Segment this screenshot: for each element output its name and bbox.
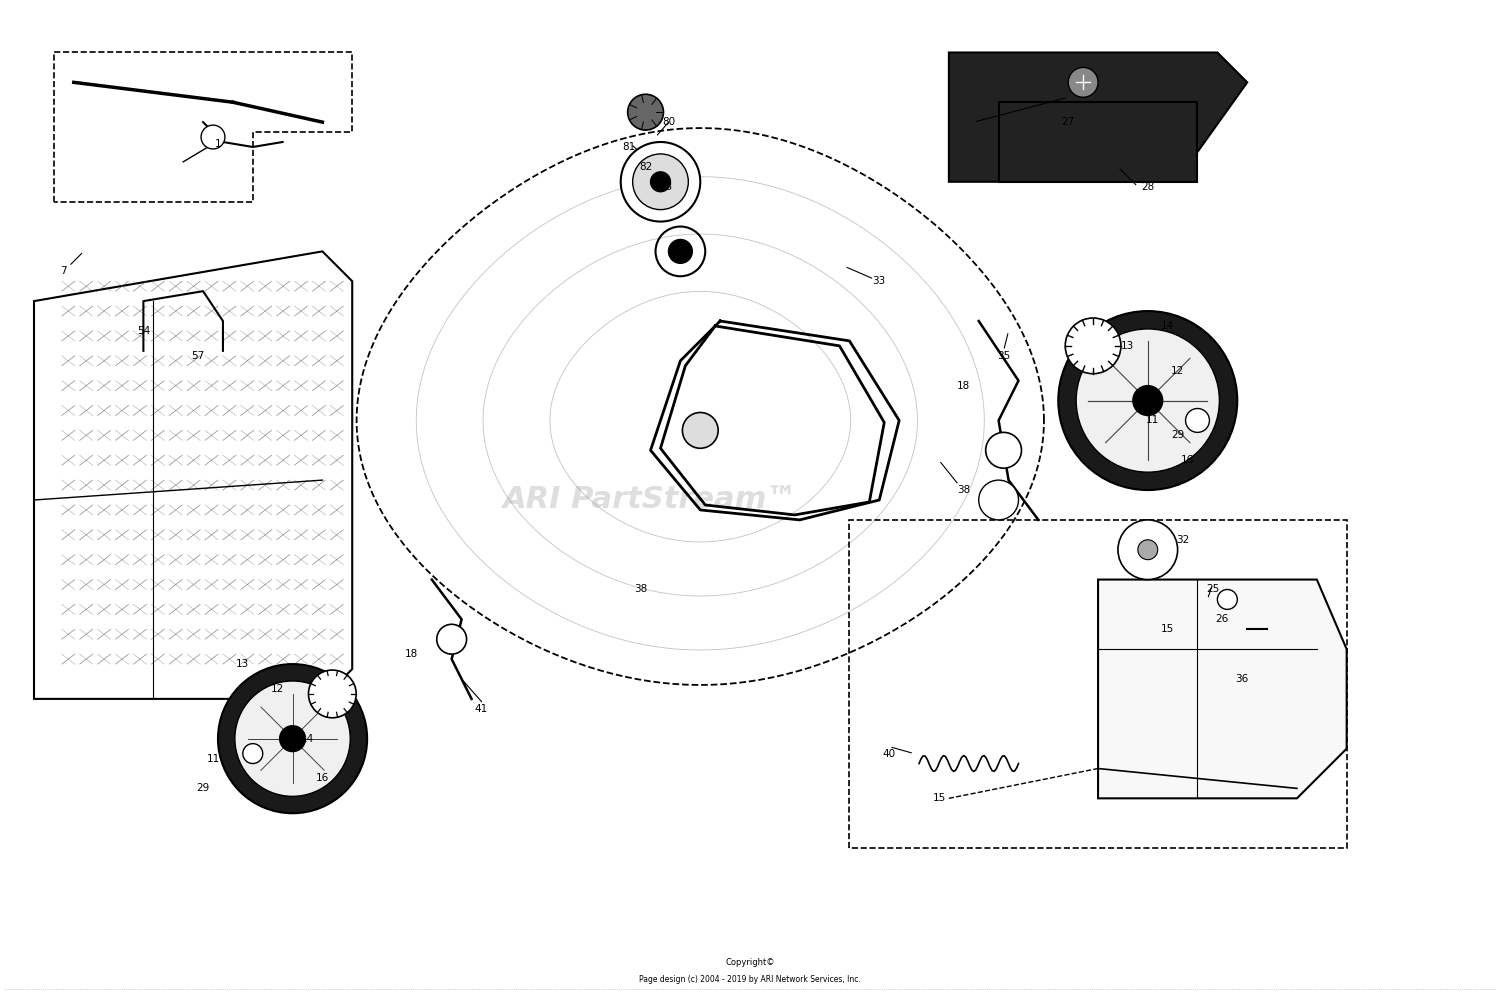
Text: 57: 57 — [192, 351, 204, 361]
Text: 25: 25 — [1206, 584, 1219, 594]
Circle shape — [1118, 520, 1178, 580]
Circle shape — [1218, 589, 1237, 609]
Text: 27: 27 — [1062, 117, 1076, 127]
Text: 12: 12 — [1172, 366, 1184, 376]
Text: 40: 40 — [882, 749, 896, 759]
Circle shape — [1076, 329, 1220, 472]
Text: 15: 15 — [1161, 624, 1174, 634]
Text: 11: 11 — [1146, 415, 1160, 425]
Text: 16: 16 — [316, 773, 328, 783]
Circle shape — [651, 172, 670, 192]
Text: 14: 14 — [302, 734, 313, 744]
Circle shape — [309, 670, 356, 718]
Circle shape — [1065, 318, 1120, 374]
Text: 36: 36 — [1236, 674, 1250, 684]
Circle shape — [986, 432, 1022, 468]
Circle shape — [217, 664, 368, 813]
Polygon shape — [1098, 580, 1347, 798]
Text: 26: 26 — [1215, 614, 1228, 624]
Text: 18: 18 — [405, 649, 418, 659]
Circle shape — [1138, 540, 1158, 560]
Text: 82: 82 — [639, 162, 652, 172]
Polygon shape — [950, 52, 1246, 182]
Text: 15: 15 — [933, 793, 945, 803]
Polygon shape — [999, 102, 1197, 182]
Circle shape — [1185, 409, 1209, 432]
Circle shape — [243, 744, 262, 764]
Text: 81: 81 — [622, 142, 636, 152]
Polygon shape — [34, 251, 352, 699]
Text: 28: 28 — [1142, 182, 1155, 192]
Text: 32: 32 — [1176, 535, 1190, 545]
Text: Page design (c) 2004 - 2019 by ARI Network Services, Inc.: Page design (c) 2004 - 2019 by ARI Netwo… — [639, 975, 861, 984]
Circle shape — [669, 239, 693, 263]
Text: 16: 16 — [1180, 455, 1194, 465]
Text: ARI PartStream™: ARI PartStream™ — [503, 486, 798, 514]
Text: 7: 7 — [60, 266, 68, 276]
Text: 41: 41 — [476, 704, 488, 714]
Text: 14: 14 — [1161, 321, 1174, 331]
Text: 29: 29 — [196, 783, 210, 793]
Circle shape — [627, 94, 663, 130]
Text: 18: 18 — [957, 381, 970, 391]
Circle shape — [633, 154, 688, 210]
Circle shape — [1068, 67, 1098, 97]
Circle shape — [436, 624, 466, 654]
Text: 11: 11 — [207, 754, 219, 764]
Circle shape — [1059, 311, 1238, 490]
Text: 13: 13 — [236, 659, 249, 669]
Text: Copyright©: Copyright© — [726, 958, 774, 967]
Text: 13: 13 — [1122, 341, 1134, 351]
Text: 29: 29 — [1172, 430, 1184, 440]
Circle shape — [236, 681, 350, 796]
Circle shape — [621, 142, 701, 222]
Circle shape — [279, 726, 306, 752]
Text: 80: 80 — [662, 117, 675, 127]
Text: 54: 54 — [136, 326, 150, 336]
Circle shape — [682, 412, 718, 448]
Text: 12: 12 — [272, 684, 285, 694]
Circle shape — [1132, 386, 1162, 415]
Circle shape — [201, 125, 225, 149]
Text: 38: 38 — [634, 584, 646, 594]
Text: 1: 1 — [214, 139, 222, 149]
Text: 35: 35 — [998, 351, 1010, 361]
Text: 83: 83 — [658, 182, 672, 192]
Text: 33: 33 — [873, 276, 886, 286]
Text: 38: 38 — [957, 485, 970, 495]
Circle shape — [978, 480, 1018, 520]
